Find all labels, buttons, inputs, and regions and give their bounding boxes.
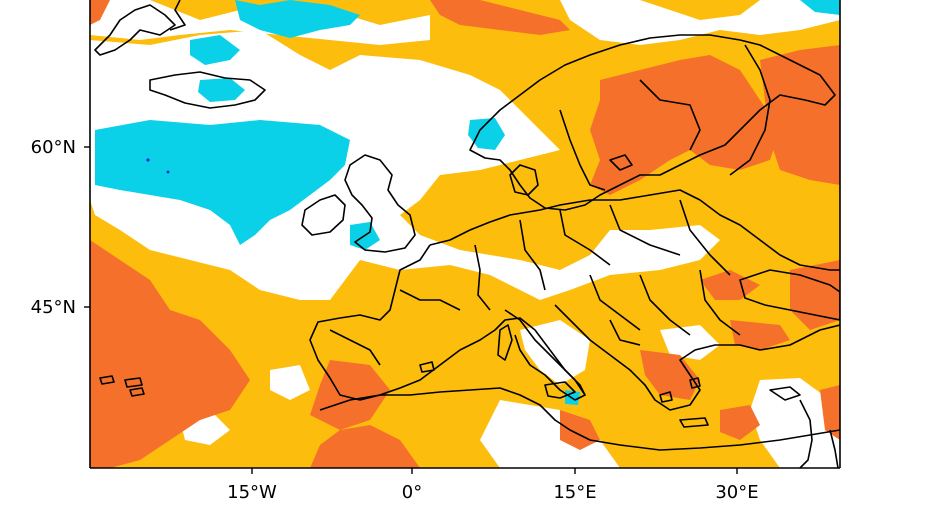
x-tick-label-30e: 30°E xyxy=(715,482,758,503)
dark-blue-specks xyxy=(146,158,170,174)
y-tick-label-45n: 45°N xyxy=(31,297,76,318)
y-tick-label-60n: 60°N xyxy=(31,137,76,158)
coastlines-borders xyxy=(94,0,840,468)
map-plot-area xyxy=(90,0,840,468)
x-axis xyxy=(251,468,738,474)
axes-frame xyxy=(89,0,841,469)
x-tick-label-15e: 15°E xyxy=(553,482,596,503)
x-tick-label-0: 0° xyxy=(402,482,422,503)
x-tick-label-15w: 15°W xyxy=(227,482,277,503)
y-axis xyxy=(84,146,90,308)
cyan-regions xyxy=(95,0,840,405)
